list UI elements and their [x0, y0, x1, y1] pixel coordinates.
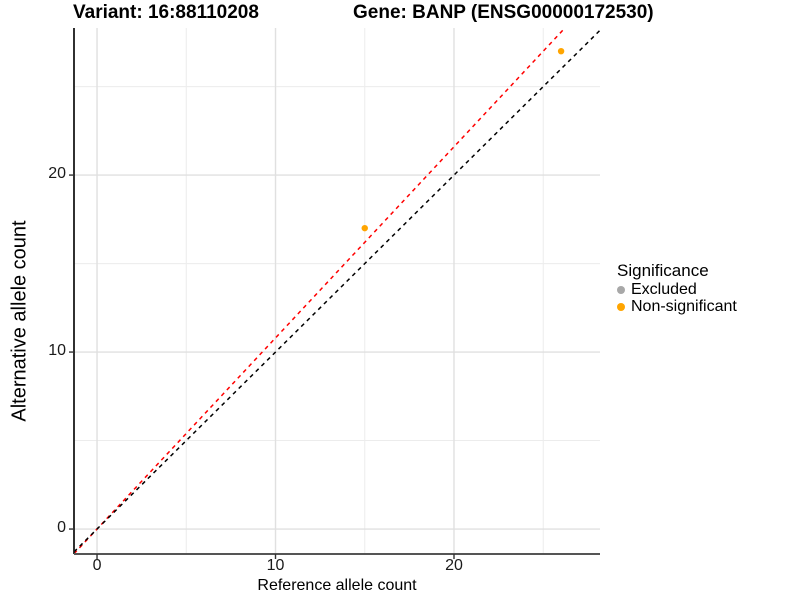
identity-line [74, 29, 600, 553]
y-tick-label: 20 [48, 165, 66, 183]
legend-item-label: Non-significant [631, 298, 737, 315]
fit-line [74, 28, 566, 554]
data-point-non-significant [557, 47, 565, 55]
legend-item-excluded: Excluded [617, 281, 737, 298]
excluded-point-icon [617, 285, 625, 294]
reference-lines-group [74, 28, 600, 554]
y-tick-label: 0 [57, 519, 66, 537]
y-tick-label: 10 [48, 342, 66, 360]
legend-item-non-significant: Non-significant [617, 298, 737, 315]
data-point-non-significant [361, 224, 368, 232]
x-tick-label: 0 [92, 557, 102, 574]
plot-title-variant: Variant: 16:88110208 [73, 2, 259, 23]
legend: Significance Excluded Non-significant [617, 261, 737, 315]
legend-item-label: Excluded [631, 281, 697, 298]
non-significant-point-icon [617, 302, 625, 311]
x-tick-label: 20 [445, 557, 463, 574]
plot-title-gene: Gene: BANP (ENSG00000172530) [353, 2, 654, 23]
x-axis-title: Reference allele count [257, 577, 417, 594]
x-tick-label: 10 [266, 557, 285, 574]
legend-title: Significance [617, 261, 709, 280]
